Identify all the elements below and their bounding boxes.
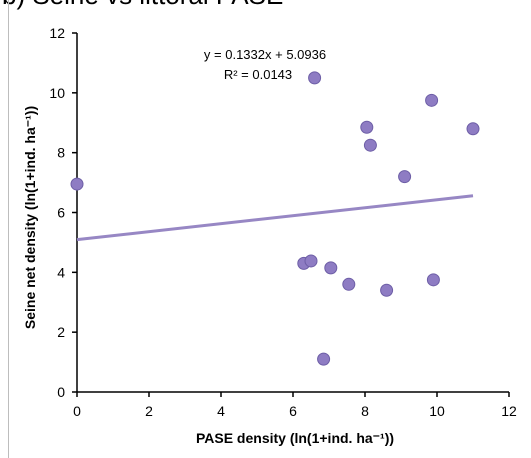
y-tick-label: 6: [57, 205, 65, 221]
trendline-equation: y = 0.1332x + 5.0936: [204, 47, 326, 62]
data-point: [308, 71, 322, 85]
data-point: [342, 277, 356, 291]
data-point: [425, 93, 439, 107]
data-point: [363, 138, 377, 152]
y-tick-label: 0: [57, 384, 65, 400]
data-point: [324, 261, 338, 275]
x-tick-label: 0: [73, 403, 81, 419]
axes: 0 2 4 6 8 10 12 0 2 4 6 8 10 12: [49, 25, 517, 419]
page-divider: [8, 0, 9, 458]
data-point: [317, 352, 331, 366]
x-tick-label: 12: [501, 403, 517, 419]
x-tick-label: 10: [429, 403, 445, 419]
x-tick-label: 6: [289, 403, 297, 419]
x-tick-label: 2: [145, 403, 153, 419]
data-point: [304, 254, 318, 268]
data-point: [380, 283, 394, 297]
y-tick-label: 12: [49, 25, 65, 41]
chart-labels: y = 0.1332x + 5.0936 R² = 0.0143 PASE de…: [22, 47, 394, 446]
data-point: [360, 120, 374, 134]
y-tick-label: 2: [57, 324, 65, 340]
trendline-layer: [76, 194, 474, 242]
x-tick-label: 4: [217, 403, 225, 419]
y-tick-label: 4: [57, 264, 65, 280]
trendline-r-squared: R² = 0.0143: [224, 67, 292, 82]
y-tick-label: 10: [49, 85, 65, 101]
chart-title: b) Seine vs littoral PASE: [2, 0, 283, 11]
x-tick-label: 8: [361, 403, 369, 419]
y-axis-label: Seine net density (ln(1+ind. ha⁻¹)): [22, 106, 38, 329]
data-point: [426, 273, 440, 287]
trendline: [76, 194, 474, 242]
y-tick-label: 8: [57, 145, 65, 161]
data-points: [70, 71, 480, 366]
x-axis-label: PASE density (ln(1+ind. ha⁻¹)): [196, 430, 394, 446]
data-point: [466, 122, 480, 136]
data-point: [70, 177, 84, 191]
data-point: [398, 170, 412, 184]
